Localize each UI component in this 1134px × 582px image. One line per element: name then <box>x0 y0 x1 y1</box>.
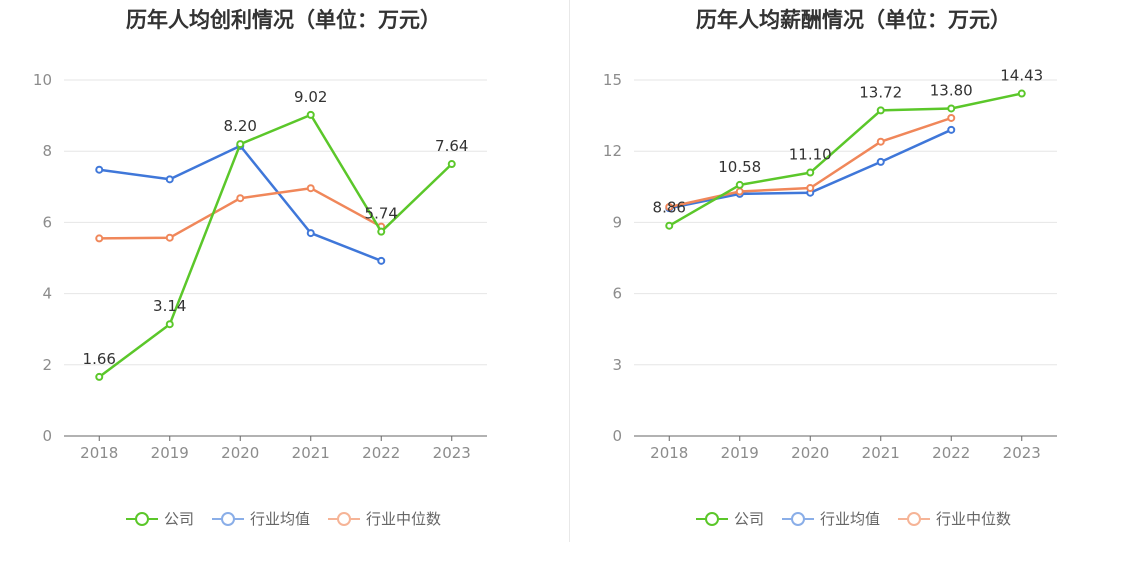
salary-line-chart: 0 3 6 9 12 15 2018 2019 2020 2021 2022 2023 8.86 10.5… <box>603 67 1057 462</box>
profit-chart-panel: 历年人均创利情况（单位：万元） 0 2 4 6 8 10 2018 2019 2020 2021 2… <box>0 8 567 529</box>
x-tick-label: 2019 <box>151 444 189 462</box>
x-tick-label: 2023 <box>1003 444 1041 462</box>
data-label: 13.72 <box>859 83 902 101</box>
data-point <box>876 106 885 115</box>
legend-label: 行业中位数 <box>936 510 1012 528</box>
x-tick-label: 2022 <box>362 444 400 462</box>
x-tick-label: 2021 <box>292 444 330 462</box>
data-point <box>665 202 674 211</box>
legend-marker-icon <box>125 511 158 526</box>
data-label: 8.86 <box>653 199 686 217</box>
data-point <box>947 125 956 134</box>
data-point <box>447 160 456 169</box>
x-tick-label: 2023 <box>433 444 471 462</box>
y-tick-label: 4 <box>42 285 52 303</box>
data-point <box>165 175 174 184</box>
data-point <box>876 157 885 166</box>
y-tick-label: 0 <box>42 427 52 445</box>
data-point <box>665 221 674 230</box>
y-tick-label: 10 <box>33 71 52 89</box>
data-label: 3.14 <box>153 297 186 315</box>
data-point <box>377 227 386 236</box>
data-label: 8.20 <box>224 117 257 135</box>
y-tick-label: 3 <box>612 356 622 374</box>
data-point <box>306 184 315 193</box>
data-point <box>947 113 956 122</box>
legend-marker-icon <box>898 511 930 526</box>
legend-marker-icon <box>211 511 244 526</box>
data-point <box>735 180 744 189</box>
data-label: 5.74 <box>365 205 398 223</box>
y-tick-label: 0 <box>612 427 622 445</box>
chart-legend: 公司 行业均值 行业中位数 <box>0 508 567 529</box>
y-tick-label: 8 <box>42 142 52 160</box>
legend-item-company[interactable]: 公司 <box>695 508 764 529</box>
legend-item-industry-average[interactable]: 行业均值 <box>781 508 880 529</box>
y-tick-label: 15 <box>603 71 622 89</box>
x-tick-label: 2021 <box>862 444 900 462</box>
data-label: 9.02 <box>294 88 327 106</box>
y-tick-label: 2 <box>42 356 52 374</box>
series-line <box>668 92 1023 227</box>
y-tick-label: 9 <box>612 213 622 231</box>
legend-item-industry-median[interactable]: 行业中位数 <box>898 508 1011 529</box>
legend-label: 公司 <box>163 510 194 528</box>
data-point <box>306 110 315 119</box>
series-line <box>98 113 453 378</box>
data-point <box>236 140 245 149</box>
legend-marker-icon <box>328 511 360 526</box>
data-label: 13.80 <box>930 81 973 99</box>
data-label: 11.10 <box>789 146 832 164</box>
data-label: 10.58 <box>718 158 761 176</box>
data-label: 1.66 <box>83 350 116 368</box>
legend-marker-icon <box>695 511 728 526</box>
data-point <box>95 165 104 174</box>
x-tick-label: 2019 <box>721 444 759 462</box>
x-tick-label: 2022 <box>932 444 970 462</box>
legend-label: 行业均值 <box>249 510 310 528</box>
legend-item-industry-average[interactable]: 行业均值 <box>211 508 310 529</box>
data-point <box>806 168 815 177</box>
data-point <box>165 320 174 329</box>
profit-line-chart: 0 2 4 6 8 10 2018 2019 2020 2021 2022 2023 1.66 3.14 8… <box>33 71 487 462</box>
data-point <box>236 194 245 203</box>
legend-item-industry-median[interactable]: 行业中位数 <box>328 508 441 529</box>
legend-label: 行业均值 <box>819 510 880 528</box>
data-point <box>95 234 104 243</box>
chart-title: 历年人均创利情况（单位：万元） <box>126 8 441 32</box>
legend-label: 行业中位数 <box>366 510 442 528</box>
x-tick-label: 2020 <box>221 444 259 462</box>
y-tick-label: 12 <box>603 142 622 160</box>
data-label: 14.43 <box>1000 67 1043 85</box>
data-point <box>947 104 956 113</box>
legend-marker-icon <box>781 511 814 526</box>
x-tick-label: 2018 <box>650 444 688 462</box>
y-tick-label: 6 <box>612 285 622 303</box>
data-label: 7.64 <box>435 137 468 155</box>
legend-item-company[interactable]: 公司 <box>125 508 194 529</box>
salary-chart-panel: 历年人均薪酬情况（单位：万元） 0 3 6 9 12 15 2018 2019 2020 2021… <box>570 0 1134 582</box>
data-point <box>377 256 386 265</box>
data-point <box>95 372 104 381</box>
chart-title: 历年人均薪酬情况（单位：万元） <box>696 8 1011 32</box>
legend-label: 公司 <box>733 510 764 528</box>
x-tick-label: 2020 <box>791 444 829 462</box>
panel-divider <box>569 0 570 542</box>
chart-legend: 公司 行业均值 行业中位数 <box>570 508 1134 529</box>
y-tick-label: 6 <box>42 213 52 231</box>
data-point <box>735 187 744 196</box>
x-tick-label: 2018 <box>80 444 118 462</box>
data-point <box>306 229 315 238</box>
data-point <box>806 183 815 192</box>
data-point <box>876 137 885 146</box>
data-point <box>165 233 174 242</box>
data-point <box>1017 89 1026 98</box>
